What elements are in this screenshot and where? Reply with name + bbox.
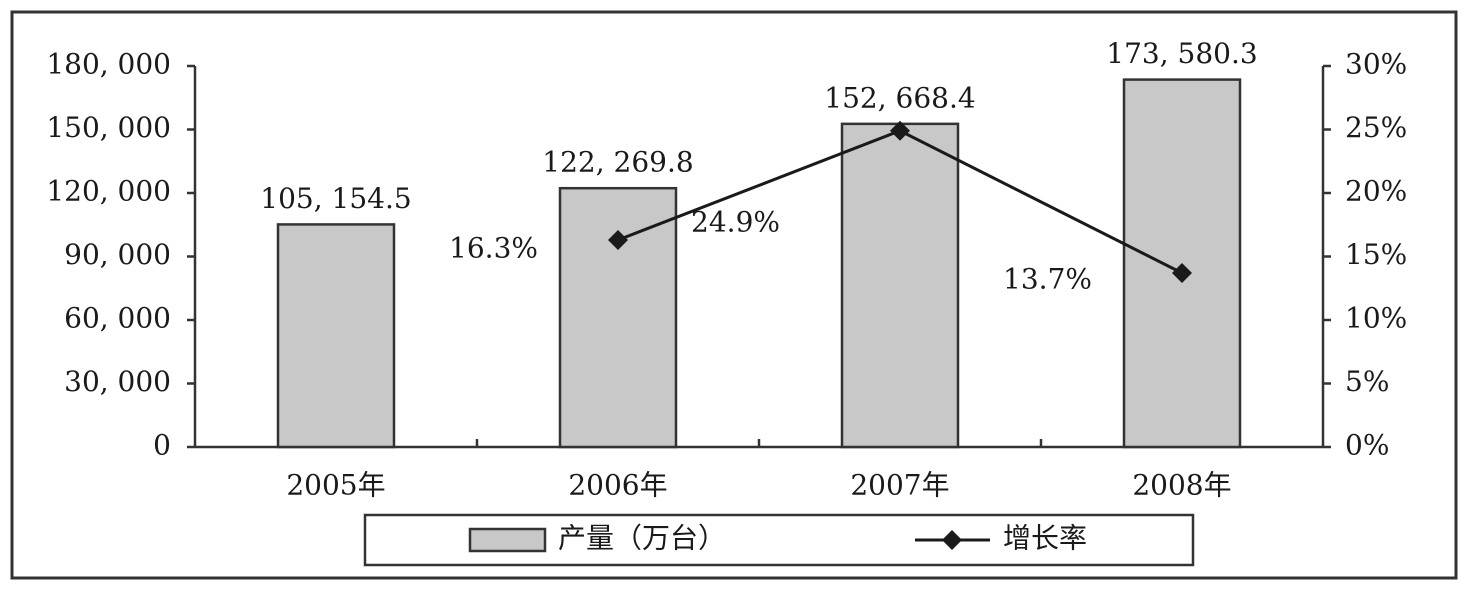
bar-value-label: 122, 269.8 <box>542 146 693 179</box>
bar-value-label: 173, 580.3 <box>1106 37 1257 70</box>
bar <box>276 223 396 449</box>
y2-tick-label: 10% <box>1345 302 1407 335</box>
line-value-label: 13.7% <box>1003 263 1092 296</box>
y2-tick-label: 25% <box>1345 111 1407 144</box>
line-value-label: 16.3% <box>449 231 538 264</box>
y2-tick-label: 20% <box>1345 175 1407 208</box>
bar-value-label: 152, 668.4 <box>824 81 975 114</box>
line-marker <box>890 120 910 141</box>
y2-tick-label: 5% <box>1345 365 1389 398</box>
bar-value-label: 105, 154.5 <box>260 182 411 215</box>
y-tick-label: 90, 000 <box>64 238 171 271</box>
y2-tick-label: 0% <box>1345 429 1389 462</box>
line-marker <box>608 229 628 250</box>
legend-swatch <box>468 527 547 553</box>
x-tick-label: 2008年 <box>1132 469 1231 502</box>
bar <box>558 186 678 449</box>
y-tick-label: 30, 000 <box>64 365 171 398</box>
line-value-label: 24.9% <box>691 205 780 238</box>
legend-label: 产量（万台） <box>558 522 726 555</box>
line-marker <box>1172 263 1192 284</box>
y-tick-label: 150, 000 <box>46 111 171 144</box>
legend-label: 增长率 <box>1003 522 1087 555</box>
y2-tick-label: 30% <box>1345 48 1407 81</box>
x-tick-label: 2007年 <box>850 469 949 502</box>
x-tick-label: 2005年 <box>286 469 385 502</box>
y-tick-label: 180, 000 <box>46 48 171 81</box>
y-tick-label: 60, 000 <box>64 302 171 335</box>
legend-marker <box>942 530 962 550</box>
y-tick-label: 120, 000 <box>46 175 171 208</box>
bar <box>840 122 960 449</box>
x-tick-label: 2006年 <box>568 469 667 502</box>
y2-tick-label: 15% <box>1345 238 1407 271</box>
y-tick-label: 0 <box>153 429 171 462</box>
